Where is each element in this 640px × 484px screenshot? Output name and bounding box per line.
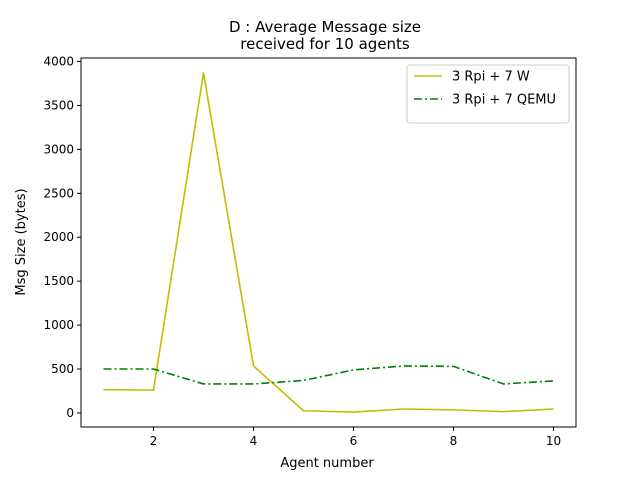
y-tick-label: 3500 xyxy=(43,98,74,112)
legend: 3 Rpi + 7 W 3 Rpi + 7 QEMU xyxy=(406,64,570,124)
legend-label-2: 3 Rpi + 7 QEMU xyxy=(452,93,556,108)
x-axis-label: Agent number xyxy=(280,456,374,471)
series-line-1 xyxy=(103,72,554,413)
series-line-2 xyxy=(103,365,554,385)
x-tick-label: 8 xyxy=(450,434,458,448)
y-tick-label: 1000 xyxy=(43,318,74,332)
chart-title-line1: D : Average Message size xyxy=(229,18,421,36)
x-tick-label: 4 xyxy=(250,434,258,448)
legend-label-1: 3 Rpi + 7 W xyxy=(452,70,530,85)
y-tick-label: 3000 xyxy=(43,142,74,156)
y-tick-label: 1500 xyxy=(43,274,74,288)
y-tick-label: 2500 xyxy=(43,186,74,200)
y-axis-label: Msg Size (bytes) xyxy=(14,188,29,295)
y-tick-label: 0 xyxy=(66,406,74,420)
series-layer xyxy=(103,72,554,413)
x-tick-label: 6 xyxy=(350,434,358,448)
axes-layer: 2 4 6 8 10 0 500 1000 1500 2000 2500 3000 3500 4000 xyxy=(43,55,577,448)
legend-box xyxy=(406,64,570,124)
y-tick-label: 2000 xyxy=(43,230,74,244)
x-tick-label: 2 xyxy=(150,434,158,448)
y-tick-label: 4000 xyxy=(43,55,74,69)
x-tick-label: 10 xyxy=(546,434,561,448)
chart-title-line2: received for 10 agents xyxy=(240,35,410,53)
plot-frame xyxy=(80,57,577,428)
y-tick-label: 500 xyxy=(51,362,74,376)
